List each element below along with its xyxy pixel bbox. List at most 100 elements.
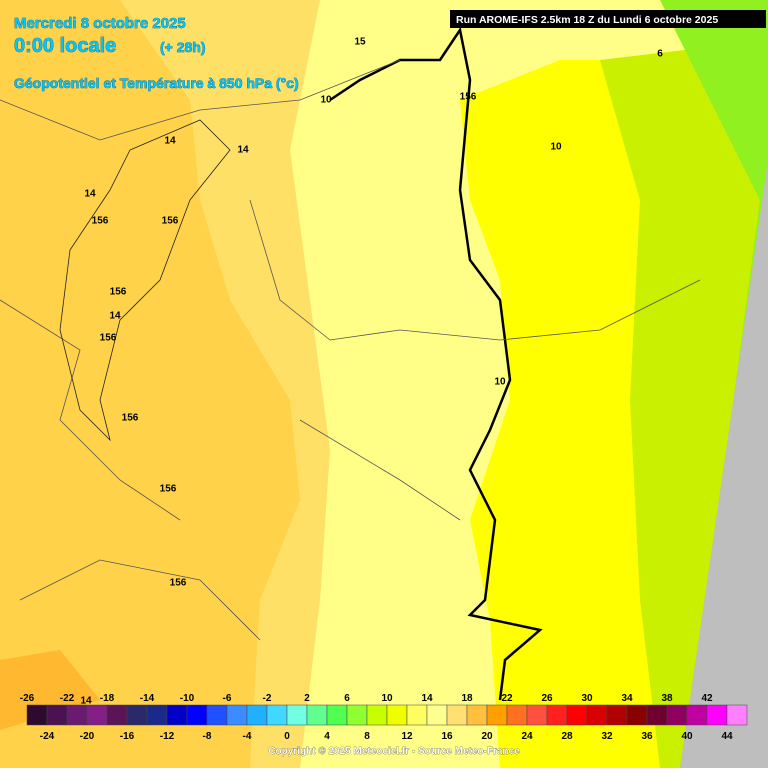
forecast-offset: (+ 28h) (160, 39, 206, 55)
legend-label: -26 (20, 693, 35, 704)
legend-label: -16 (120, 731, 135, 742)
legend-swatch (626, 704, 648, 726)
legend-swatch (666, 704, 688, 726)
contour-label: 156 (162, 216, 179, 227)
legend-label: -14 (140, 693, 155, 704)
legend-swatch (326, 704, 348, 726)
legend-label: 34 (621, 693, 633, 704)
legend-label: -10 (180, 693, 195, 704)
legend-swatch (546, 704, 568, 726)
legend-label: -4 (243, 731, 252, 742)
contour-label: 14 (84, 189, 96, 200)
legend-label: 0 (284, 731, 290, 742)
legend-swatch (426, 704, 448, 726)
legend-swatch (446, 704, 468, 726)
legend-label: 38 (661, 693, 673, 704)
field-title: Géopotentiel et Température à 850 hPa (°… (14, 75, 299, 91)
contour (59, 119, 231, 442)
legend-label: 20 (481, 731, 493, 742)
contour-label: 156 (110, 287, 127, 298)
legend-label: 26 (541, 693, 553, 704)
legend-label: 32 (601, 731, 613, 742)
legend-swatch (166, 704, 188, 726)
region-warm (0, 650, 100, 730)
legend-swatch (506, 704, 528, 726)
contour-label: 156 (92, 216, 109, 227)
legend-swatch (126, 704, 148, 726)
legend-label: 16 (441, 731, 453, 742)
run-banner (450, 10, 766, 28)
contour-label: 10 (550, 142, 562, 153)
legend-swatch (246, 704, 268, 726)
legend-swatch (146, 704, 168, 726)
legend-swatch (406, 704, 428, 726)
contour-label: 15 (354, 37, 366, 48)
legend-swatch (706, 704, 728, 726)
legend-label: 18 (461, 693, 473, 704)
contour-label: 156 (160, 484, 177, 495)
contour-label: 156 (170, 578, 187, 589)
legend-label: -20 (80, 731, 95, 742)
forecast-time: 0:00 locale (14, 35, 116, 57)
legend-swatch (286, 704, 308, 726)
legend-swatch (206, 704, 228, 726)
legend-label: -6 (223, 693, 232, 704)
legend-label: -8 (203, 731, 212, 742)
legend-label: 30 (581, 693, 593, 704)
legend-label: 6 (344, 693, 350, 704)
legend-swatch (686, 704, 708, 726)
contour-label: 14 (80, 696, 92, 707)
legend-swatch (46, 704, 68, 726)
color-legend: -26-24-22-20-18-16-14-12-10-8-6-4-202468… (20, 693, 748, 742)
legend-swatch (566, 704, 588, 726)
legend-swatch (26, 704, 48, 726)
legend-label: 8 (364, 731, 370, 742)
contour-label: 14 (237, 145, 249, 156)
legend-swatch (226, 704, 248, 726)
contour-label: 156 (100, 333, 117, 344)
legend-label: -2 (263, 693, 272, 704)
legend-swatch (306, 704, 328, 726)
legend-swatch (266, 704, 288, 726)
legend-label: 42 (701, 693, 713, 704)
legend-swatch (726, 704, 748, 726)
run-info: Run AROME-IFS 2.5km 18 Z du Lundi 6 octo… (456, 14, 718, 26)
legend-label: 12 (401, 731, 413, 742)
legend-swatch (186, 704, 208, 726)
legend-label: -12 (160, 731, 175, 742)
contour-label: 6 (657, 49, 663, 60)
legend-swatch (606, 704, 628, 726)
legend-label: 10 (381, 693, 393, 704)
forecast-date: Mercredi 8 octobre 2025 (14, 15, 186, 32)
border (0, 59, 701, 641)
legend-swatch (466, 704, 488, 726)
isoline (458, 189, 543, 701)
legend-label: 36 (641, 731, 653, 742)
contour-label: 14 (164, 136, 176, 147)
legend-label: -24 (40, 731, 55, 742)
contour-label: 14 (109, 311, 121, 322)
legend-label: 2 (304, 693, 310, 704)
contour-label: 10 (494, 377, 506, 388)
legend-swatch (86, 704, 108, 726)
legend-swatch (386, 704, 408, 726)
legend-swatch (486, 704, 508, 726)
legend-swatch (106, 704, 128, 726)
legend-swatch (526, 704, 548, 726)
legend-label: 44 (721, 731, 733, 742)
legend-label: 4 (324, 731, 330, 742)
legend-swatch (586, 704, 608, 726)
contour-label: 10 (320, 95, 332, 106)
copyright: Copyright © 2025 Meteociel.fr - Source M… (268, 746, 520, 757)
legend-swatch (646, 704, 668, 726)
legend-swatch (66, 704, 88, 726)
legend-label: -22 (60, 693, 75, 704)
legend-label: -18 (100, 693, 115, 704)
legend-label: 22 (501, 693, 513, 704)
contour-label: 156 (122, 413, 139, 424)
legend-label: 14 (421, 693, 433, 704)
legend-label: 40 (681, 731, 693, 742)
region-gray (680, 160, 768, 768)
isoline (329, 26, 472, 191)
